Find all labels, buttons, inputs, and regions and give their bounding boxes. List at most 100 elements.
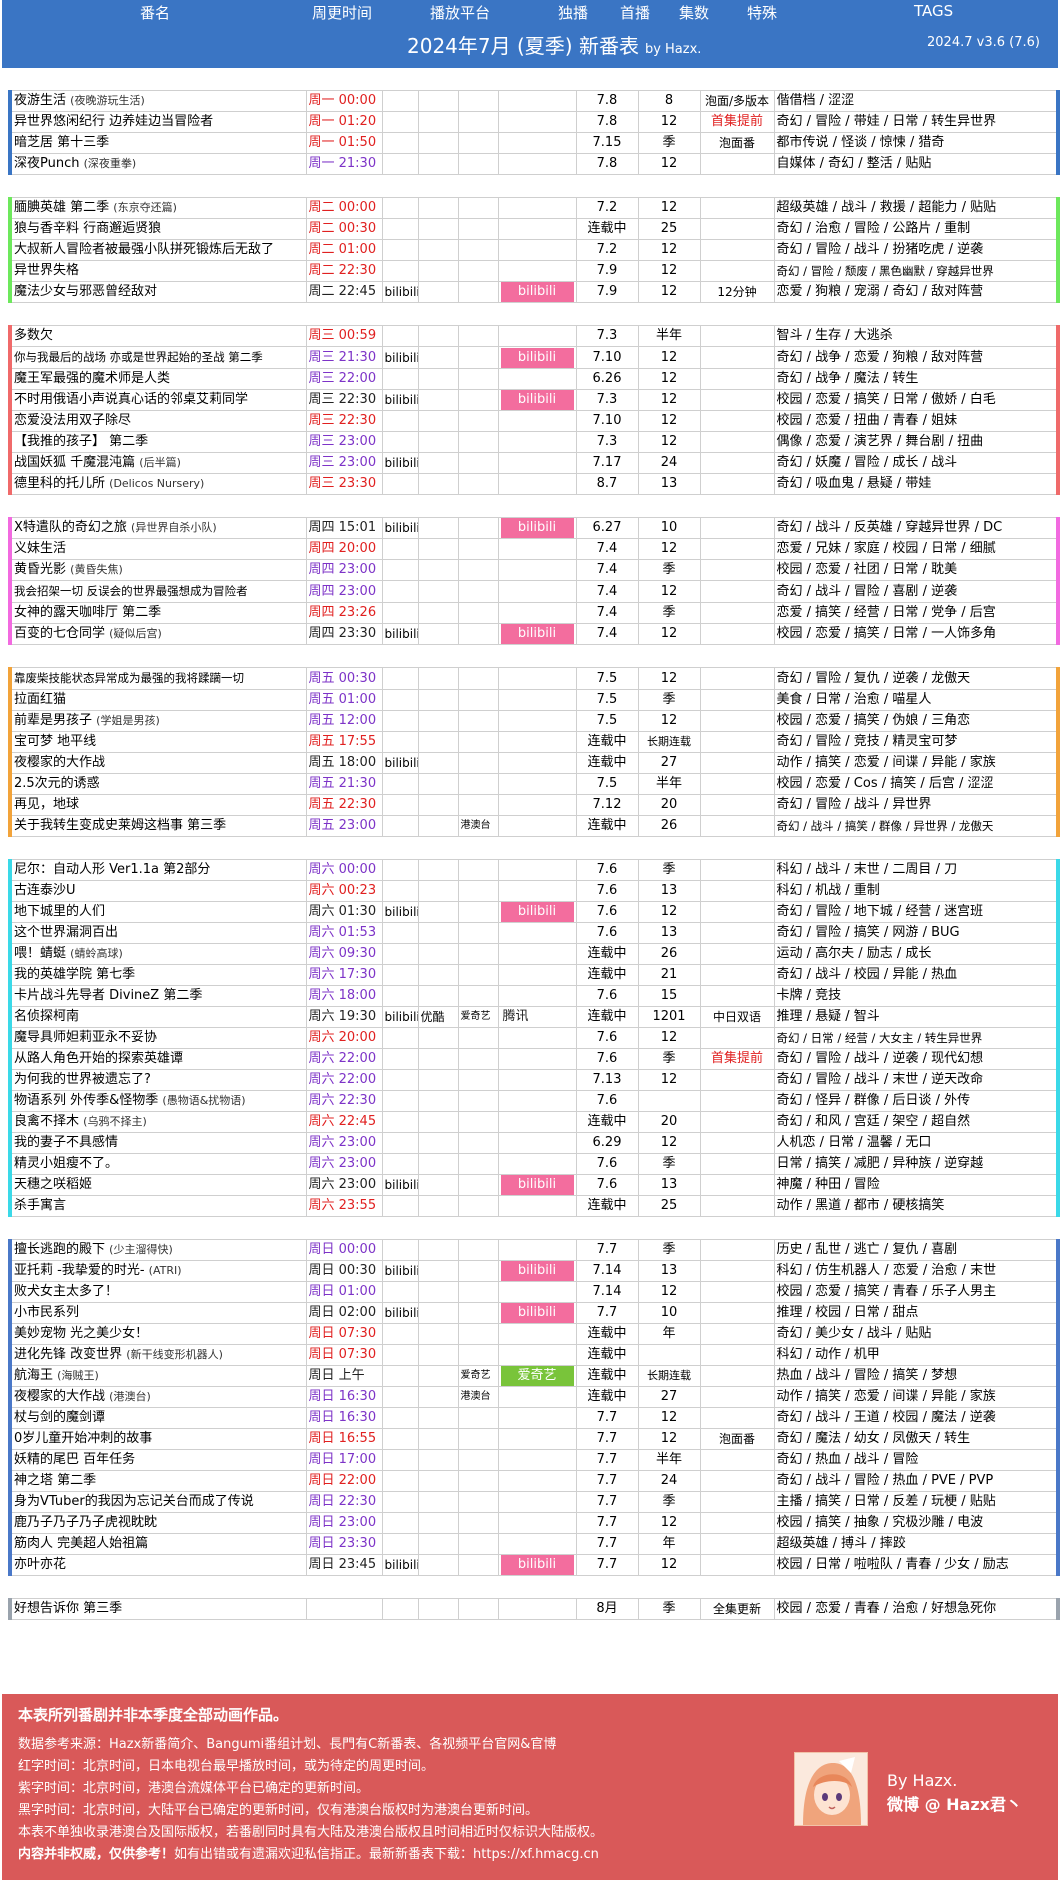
cell-exclusive [497, 538, 577, 560]
cell-first-air: 7.4 [575, 623, 639, 645]
cell-platform [381, 943, 419, 965]
anime-alt-title: (Delicos Nursery) [109, 477, 205, 490]
cell-platform: bilibili [381, 623, 419, 645]
cell-platform-3 [457, 1069, 499, 1091]
cell-special [699, 1344, 775, 1366]
cell-time: 周三 23:30 [305, 473, 383, 495]
cell-platform: bilibili [381, 452, 419, 474]
cell-platform-3 [457, 710, 499, 732]
cell-first-air: 7.6 [575, 1048, 639, 1070]
cell-exclusive [497, 602, 577, 624]
cell-episodes: 年 [637, 1323, 701, 1345]
col-header-tags: TAGS [914, 2, 954, 20]
version-label: 2024.7 v3.6 (7.6) [927, 35, 1040, 50]
footer-warning: 内容并非权威，仅供参考！ [18, 1847, 175, 1862]
cell-platform-2 [417, 473, 459, 495]
anime-alt-title: (黄昏失焦) [70, 563, 123, 576]
cell-platform [381, 964, 419, 986]
anime-title: 百变的七仓同学 [14, 626, 106, 641]
cell-first-air: 7.7 [575, 1428, 639, 1450]
cell-platform-2 [417, 964, 459, 986]
cell-first-air: 7.10 [575, 410, 639, 432]
cell-special [699, 580, 775, 603]
cell-tags: 推理 / 校园 / 日常 / 甜点 [773, 1302, 1059, 1324]
cell-platform-2 [417, 1386, 459, 1408]
cell-tags: 智斗 / 生存 / 大逃杀 [773, 325, 1059, 347]
col-header-platform: 播放平台 [430, 4, 491, 22]
table-row: 魔导具师妲莉亚永不妥协 周六 20:00 7.6 12 奇幻 / 日常 / 经营 / 大… [9, 1027, 1059, 1049]
cell-exclusive [497, 1195, 577, 1217]
exclusive-badge: bilibili [500, 1303, 574, 1323]
cell-tags: 校园 / 恋爱 / 搞笑 / 青春 / 乐子人男主 [773, 1281, 1059, 1303]
cell-first-air: 7.5 [575, 710, 639, 732]
cell-platform-2 [417, 452, 459, 474]
cell-episodes: 10 [637, 517, 701, 539]
cell-time: 周六 23:55 [305, 1195, 383, 1217]
exclusive-badge: bilibili [500, 902, 574, 922]
cell-platform [381, 922, 419, 944]
cell-platform-3 [457, 1323, 499, 1345]
cell-platform [381, 731, 419, 753]
cell-exclusive [497, 731, 577, 753]
cell-tags: 奇幻 / 冒险 / 带娃 / 日常 / 转生异世界 [773, 111, 1059, 133]
cell-platform-2 [417, 1554, 459, 1576]
footer-download: 如有出错或有遗漏欢迎私信指正。最新新番表下载：https://xf.hmacg.… [174, 1847, 599, 1862]
cell-platform-3 [457, 1554, 499, 1576]
cell-name: 宝可梦 地平线 [9, 731, 307, 753]
cell-tags: 历史 / 乱世 / 逃亡 / 复仇 / 喜剧 [773, 1239, 1059, 1261]
cell-platform [381, 1027, 419, 1049]
cell-special [699, 1069, 775, 1091]
cell-special: 全集更新 [699, 1598, 775, 1620]
cell-first-air: 连载中 [575, 1323, 639, 1345]
cell-name: 腼腆英雄 第二季 (东京夺还篇) [9, 197, 307, 219]
cell-platform [381, 580, 419, 603]
cell-platform-2 [417, 710, 459, 732]
group-spacer [8, 495, 1056, 517]
cell-platform [381, 1344, 419, 1366]
cell-tags: 校园 / 恋爱 / 搞笑 / 日常 / 傲娇 / 白毛 [773, 389, 1059, 411]
cell-exclusive [497, 410, 577, 432]
anime-alt-title: (ATRI) [148, 1264, 182, 1277]
cell-platform-3 [457, 752, 499, 774]
anime-title: 女神的露天咖啡厅 第二季 [14, 605, 162, 620]
cell-exclusive [497, 1470, 577, 1492]
table-row: 美妙宠物 光之美少女！ 周日 07:30 连载中年 奇幻 / 美少女 / 战斗 / 贴… [9, 1323, 1059, 1345]
footer-line: 红字时间：北京时间，日本电视台最早播放时间，或为待定的周更时间。 [18, 1759, 435, 1774]
cell-first-air: 7.4 [575, 602, 639, 624]
cell-special [699, 473, 775, 495]
cell-exclusive [497, 752, 577, 774]
cell-tags: 奇幻 / 战斗 / 冒险 / 热血 / PVE / PVP [773, 1470, 1059, 1492]
cell-platform-3 [457, 985, 499, 1007]
table-row: 夜游生活 (夜晚游玩生活) 周一 00:00 7.8 8 泡面/多版本 偕借档 / 涩涩 [9, 90, 1059, 112]
cell-tags: 科幻 / 仿生机器人 / 恋爱 / 治愈 / 末世 [773, 1260, 1059, 1282]
cell-name: 魔导具师妲莉亚永不妥协 [9, 1027, 307, 1049]
cell-name: 0岁儿童开始冲刺的故事 [9, 1428, 307, 1450]
table-row: 神之塔 第二季 周日 22:00 7.7 24 奇幻 / 战斗 / 冒险 / 热血 / … [9, 1470, 1059, 1492]
cell-first-air: 7.4 [575, 559, 639, 581]
cell-tags: 美食 / 日常 / 治愈 / 喵星人 [773, 689, 1059, 711]
anime-title: 尼尔：自动人形 Ver1.1a 第2部分 [14, 862, 211, 877]
cell-name: 喂！蜻蜓 (蜻蛉高球) [9, 943, 307, 965]
cell-platform-3 [457, 880, 499, 902]
anime-title: 名侦探柯南 [14, 1009, 80, 1024]
cell-name: 我会招架一切 反误会的世界最强想成为冒险者 [9, 580, 307, 603]
footer-line: 本表所列番剧并非本季度全部动画作品。 [18, 1706, 289, 1724]
cell-name: 擅长逃跑的殿下 (少主溜得快) [9, 1239, 307, 1261]
cell-tags: 奇幻 / 吸血鬼 / 悬疑 / 带娃 [773, 473, 1059, 495]
cell-platform-3 [457, 1407, 499, 1429]
cell-tags: 超级英雄 / 战斗 / 救援 / 超能力 / 贴贴 [773, 197, 1059, 219]
cell-name: 神之塔 第二季 [9, 1470, 307, 1492]
cell-platform [381, 859, 419, 881]
cell-platform-2 [417, 1260, 459, 1282]
table-row: 古连泰沙U 周六 00:23 7.6 13 科幻 / 机战 / 重制 [9, 880, 1059, 902]
cell-platform [381, 667, 419, 690]
cell-tags: 奇幻 / 魔法 / 幼女 / 凤傲天 / 转生 [773, 1428, 1059, 1450]
cell-name: 亦叶亦花 [9, 1554, 307, 1576]
cell-episodes: 12 [637, 1281, 701, 1303]
cell-first-air: 7.14 [575, 1281, 639, 1303]
cell-platform-2 [417, 580, 459, 603]
cell-time: 周日 17:00 [305, 1449, 383, 1471]
col-header-time: 周更时间 [312, 4, 373, 22]
cell-first-air: 7.12 [575, 794, 639, 816]
cell-name: 身为VTuber的我因为忘记关台而成了传说 [9, 1491, 307, 1513]
